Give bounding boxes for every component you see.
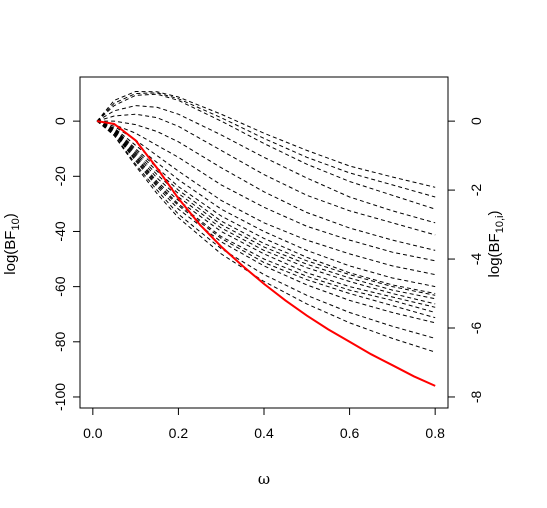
individual-curve bbox=[96, 120, 436, 305]
individual-curve bbox=[96, 93, 436, 210]
main-curve bbox=[96, 120, 436, 387]
x-tick-label: 0.8 bbox=[425, 425, 445, 441]
individual-curve bbox=[96, 105, 436, 224]
individual-curve bbox=[96, 113, 436, 236]
individual-curve bbox=[97, 120, 436, 251]
individual-curve bbox=[96, 120, 436, 353]
y-right-tick-label: 0 bbox=[468, 117, 484, 125]
individual-curve bbox=[96, 120, 436, 294]
individual-curve bbox=[96, 120, 436, 319]
x-tick-label: 0.4 bbox=[254, 425, 274, 441]
individual-curve bbox=[96, 120, 436, 276]
y-right-tick-label: -2 bbox=[468, 184, 484, 197]
x-axis-title: ω bbox=[258, 470, 270, 488]
individual-curve bbox=[96, 120, 436, 262]
y-left-tick-label: -60 bbox=[52, 276, 68, 296]
y-left-axis: 0 -20 -40 -60 -80 -100 bbox=[52, 117, 81, 411]
x-tick-label: 0.6 bbox=[340, 425, 360, 441]
y-right-tick-label: -4 bbox=[468, 253, 484, 266]
individual-curve bbox=[96, 120, 436, 308]
individual-curves bbox=[96, 90, 436, 353]
y-left-tick-label: -80 bbox=[52, 331, 68, 351]
individual-curve bbox=[96, 90, 436, 188]
y-right-axis-title: log(BF10,i) bbox=[486, 211, 506, 278]
individual-curve bbox=[96, 120, 436, 339]
y-right-tick-label: -6 bbox=[468, 322, 484, 335]
y-left-tick-label: -40 bbox=[52, 221, 68, 241]
individual-curve bbox=[96, 120, 436, 288]
y-left-tick-label: -100 bbox=[52, 383, 68, 411]
individual-curve bbox=[96, 120, 436, 300]
y-left-axis-title: log(BF10) bbox=[2, 213, 22, 274]
y-right-axis: 0 -2 -4 -6 -8 bbox=[447, 117, 484, 404]
y-left-tick-label: 0 bbox=[52, 117, 68, 125]
y-left-tick-label: -20 bbox=[52, 166, 68, 186]
individual-curve bbox=[96, 120, 436, 296]
y-right-tick-label: -8 bbox=[468, 391, 484, 404]
plot-frame bbox=[79, 76, 449, 409]
individual-curve bbox=[96, 120, 436, 324]
individual-curve bbox=[96, 120, 436, 313]
x-tick-label: 0.0 bbox=[83, 425, 103, 441]
x-axis: 0.0 0.2 0.4 0.6 0.8 bbox=[83, 407, 445, 441]
main-curve-group bbox=[96, 120, 436, 387]
x-tick-label: 0.2 bbox=[169, 425, 189, 441]
